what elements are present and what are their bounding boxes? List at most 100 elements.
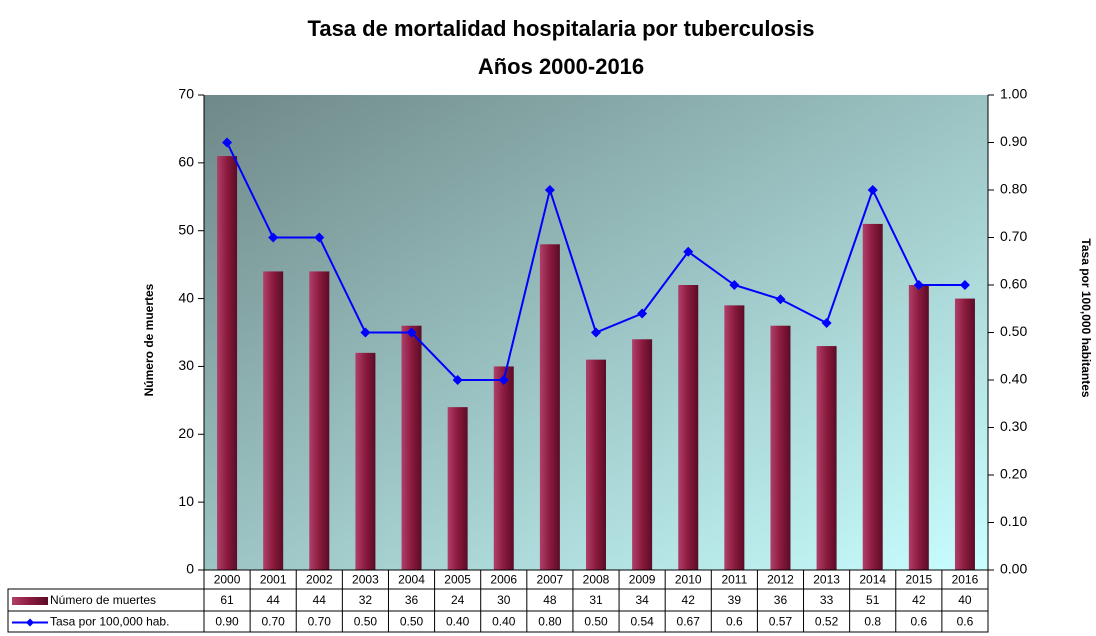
table-value: 42 [912, 593, 926, 607]
y2-tick-label: 1.00 [1000, 86, 1027, 102]
table-value: 44 [266, 593, 280, 607]
marker [867, 185, 878, 195]
table-value: 0.6 [910, 615, 927, 629]
table-value: 0.8 [864, 615, 881, 629]
marker [591, 327, 601, 338]
x-tick-label: 2008 [583, 573, 610, 587]
legend-label: Tasa por 100,000 hab. [50, 615, 169, 629]
marker [406, 327, 417, 338]
bar [586, 359, 606, 570]
bar [401, 325, 422, 570]
bar [678, 285, 699, 570]
table-value: 42 [682, 593, 696, 607]
bar [539, 244, 560, 571]
x-tick-label: 2014 [859, 573, 886, 587]
x-tick-label: 2001 [260, 573, 287, 587]
x-tick-label: 2009 [629, 573, 656, 587]
chart-title: Tasa de mortalidad hospitalaria por tube… [308, 16, 815, 41]
y2-axis-label: Tasa por 100,000 habitantes [1079, 238, 1093, 398]
y-tick-label: 70 [178, 86, 194, 102]
bar [724, 305, 745, 570]
table-value: 24 [451, 593, 465, 607]
table-value: 39 [728, 593, 742, 607]
y2-tick-label: 0.50 [1000, 323, 1027, 339]
chart-subtitle: Años 2000-2016 [478, 54, 644, 79]
table-value: 0.80 [538, 615, 562, 629]
marker [498, 375, 509, 385]
bar [309, 271, 330, 570]
y2-tick-label: 0.10 [1000, 513, 1027, 529]
table-value: 32 [359, 593, 373, 607]
y2-tick-label: 0.60 [1000, 276, 1027, 292]
table-value: 0.6 [726, 615, 743, 629]
x-tick-label: 2016 [952, 573, 979, 587]
x-tick-label: 2015 [905, 573, 932, 587]
legend-label: Número de muertes [50, 593, 156, 607]
bar [908, 285, 929, 570]
marker [821, 318, 832, 328]
bar [770, 325, 791, 570]
y2-tick-label: 0.20 [1000, 466, 1027, 482]
y-tick-label: 60 [178, 154, 194, 170]
marker [222, 137, 233, 148]
table-value: 0.40 [492, 615, 516, 629]
table-value: 0.50 [354, 615, 378, 629]
y2-tick-label: 0.30 [1000, 418, 1027, 434]
table-value: 31 [589, 593, 603, 607]
table-value: 33 [820, 593, 834, 607]
x-tick-label: 2012 [767, 573, 794, 587]
table-value: 0.54 [630, 615, 654, 629]
bar [954, 298, 975, 570]
table-value: 0.52 [815, 615, 839, 629]
bar [632, 339, 653, 570]
x-tick-label: 2010 [675, 573, 702, 587]
table-value: 30 [497, 593, 511, 607]
y2-tick-label: 0.90 [1000, 133, 1027, 149]
table-value: 34 [635, 593, 649, 607]
y-tick-label: 0 [186, 561, 194, 577]
y-tick-label: 50 [178, 221, 194, 237]
y2-tick-label: 0.00 [1000, 561, 1027, 577]
table-value: 0.70 [308, 615, 332, 629]
x-tick-label: 2005 [444, 573, 471, 587]
marker [314, 232, 325, 243]
table-value: 36 [774, 593, 788, 607]
table-value: 44 [313, 593, 327, 607]
bar [355, 352, 376, 570]
x-tick-label: 2003 [352, 573, 379, 587]
y-tick-label: 40 [178, 289, 194, 305]
x-tick-label: 2011 [721, 573, 747, 587]
table-value: 0.57 [769, 615, 793, 629]
x-tick-label: 2013 [813, 573, 840, 587]
x-tick-label: 2006 [490, 573, 517, 587]
marker [637, 308, 648, 319]
marker [729, 280, 740, 290]
table-value: 0.50 [584, 615, 608, 629]
marker [683, 246, 694, 257]
bar [816, 346, 837, 570]
marker [959, 280, 970, 290]
y2-tick-label: 0.80 [1000, 181, 1027, 197]
table-value: 0.50 [400, 615, 424, 629]
y2-tick-label: 0.40 [1000, 371, 1027, 387]
table-value: 0.6 [957, 615, 974, 629]
marker [913, 280, 924, 290]
table-value: 61 [220, 593, 234, 607]
y-tick-label: 30 [178, 357, 194, 373]
table-value: 0.70 [261, 615, 285, 629]
table-value: 48 [543, 593, 557, 607]
legend-swatch [12, 597, 48, 605]
legend-swatch [26, 618, 34, 627]
marker [775, 294, 786, 305]
bar [493, 366, 514, 570]
table-value: 36 [405, 593, 419, 607]
bar [862, 223, 883, 570]
x-tick-label: 2000 [214, 573, 241, 587]
marker [268, 232, 279, 243]
marker [360, 327, 371, 338]
bar [263, 271, 284, 570]
bar [217, 156, 238, 571]
y-axis-label: Número de muertes [142, 283, 156, 396]
table-value: 0.40 [446, 615, 470, 629]
